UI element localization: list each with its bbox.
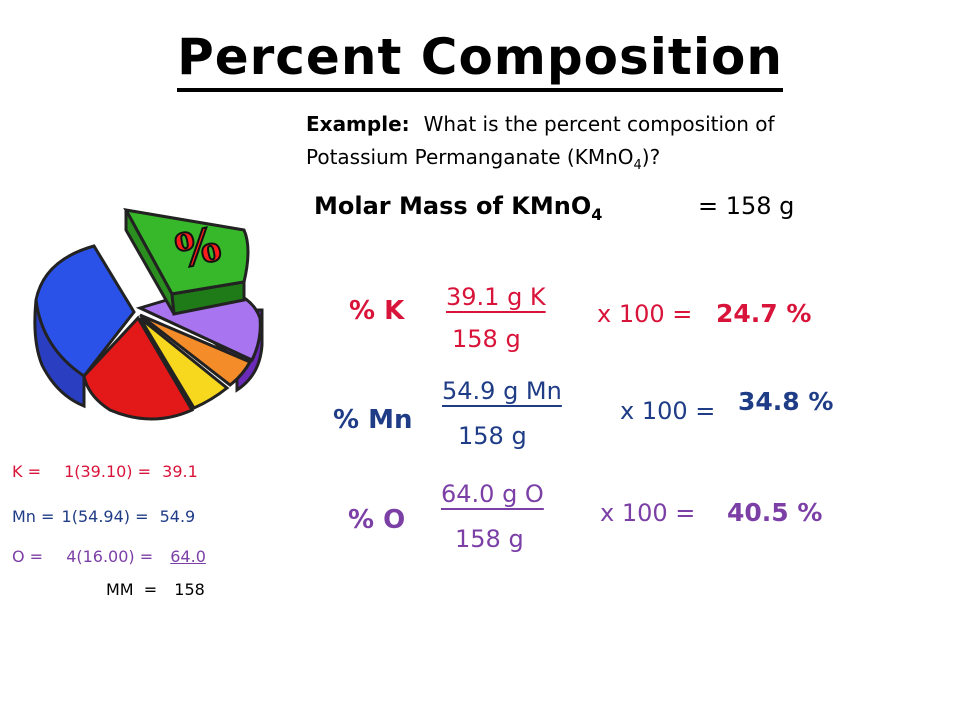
calc-k-expr: 1(39.10) = [64, 462, 152, 481]
calc-total-label: MM = [106, 580, 158, 599]
calc-row-o: O = 4(16.00) = 64.0 [12, 547, 206, 566]
page-title-text: Percent Composition [177, 28, 783, 92]
row-mn-label: % Mn [333, 405, 413, 435]
example-question: Example: What is the percent composition … [306, 108, 775, 182]
calc-total-value: 158 [174, 580, 205, 599]
calc-mn-value: 54.9 [159, 507, 196, 526]
example-line-2: Potassium Permanganate (KMnO4)? [306, 141, 775, 182]
calc-row-mn: Mn = 1(54.94) = 54.9 [12, 507, 195, 526]
row-mn-result: 34.8 % [738, 387, 834, 416]
percent-symbol-icon: % [171, 217, 225, 279]
row-o-label: % O [348, 505, 406, 535]
molar-mass-label-text: Molar Mass of KMnO [314, 192, 592, 220]
pie-slice-orange [139, 313, 253, 387]
pie-slice-yellow [138, 316, 230, 410]
calc-total: MM = 158 [106, 580, 205, 599]
example-label: Example: [306, 112, 410, 136]
pie-slice-blue [34, 244, 136, 379]
row-o-times: x 100 = [600, 499, 696, 527]
row-k-label: % K [349, 296, 405, 326]
pie-slice-green-front [170, 280, 246, 316]
calc-o-element: O = [12, 547, 44, 566]
row-mn-times: x 100 = [620, 397, 716, 425]
row-mn-denominator: 158 g [458, 422, 527, 450]
example-text-2: Potassium Permanganate (KMnO [306, 145, 634, 169]
calc-o-value: 64.0 [170, 547, 206, 566]
calc-k-value: 39.1 [162, 462, 198, 481]
calc-row-k: K = 1(39.10) = 39.1 [12, 462, 198, 481]
row-k-denominator: 158 g [452, 325, 521, 353]
example-text-1: What is the percent composition of [423, 112, 775, 136]
row-mn-numerator: 54.9 g Mn [442, 377, 562, 405]
calc-mn-expr: 1(54.94) = [61, 507, 149, 526]
pie-slice-red [82, 315, 195, 421]
example-line-1: Example: What is the percent composition … [306, 108, 775, 141]
molar-mass-value: = 158 g [698, 192, 795, 220]
calc-mn-element: Mn = [12, 507, 55, 526]
row-o-result: 40.5 % [727, 498, 823, 527]
percent-pie-illustration: % [33, 208, 264, 421]
row-o-numerator: 64.0 g O [441, 480, 544, 508]
row-k-times: x 100 = [597, 300, 693, 328]
molar-mass-subscript: 4 [591, 204, 603, 224]
row-o-denominator: 158 g [455, 525, 524, 553]
example-subscript: 4 [633, 158, 642, 173]
page-title: Percent Composition [0, 28, 960, 92]
molar-mass-label: Molar Mass of KMnO4 [314, 192, 602, 224]
calc-k-element: K = [12, 462, 41, 481]
row-k-numerator: 39.1 g K [446, 283, 546, 311]
calc-o-expr: 4(16.00) = [66, 547, 154, 566]
row-k-result: 24.7 % [716, 299, 812, 328]
example-text-2-end: )? [641, 145, 661, 169]
